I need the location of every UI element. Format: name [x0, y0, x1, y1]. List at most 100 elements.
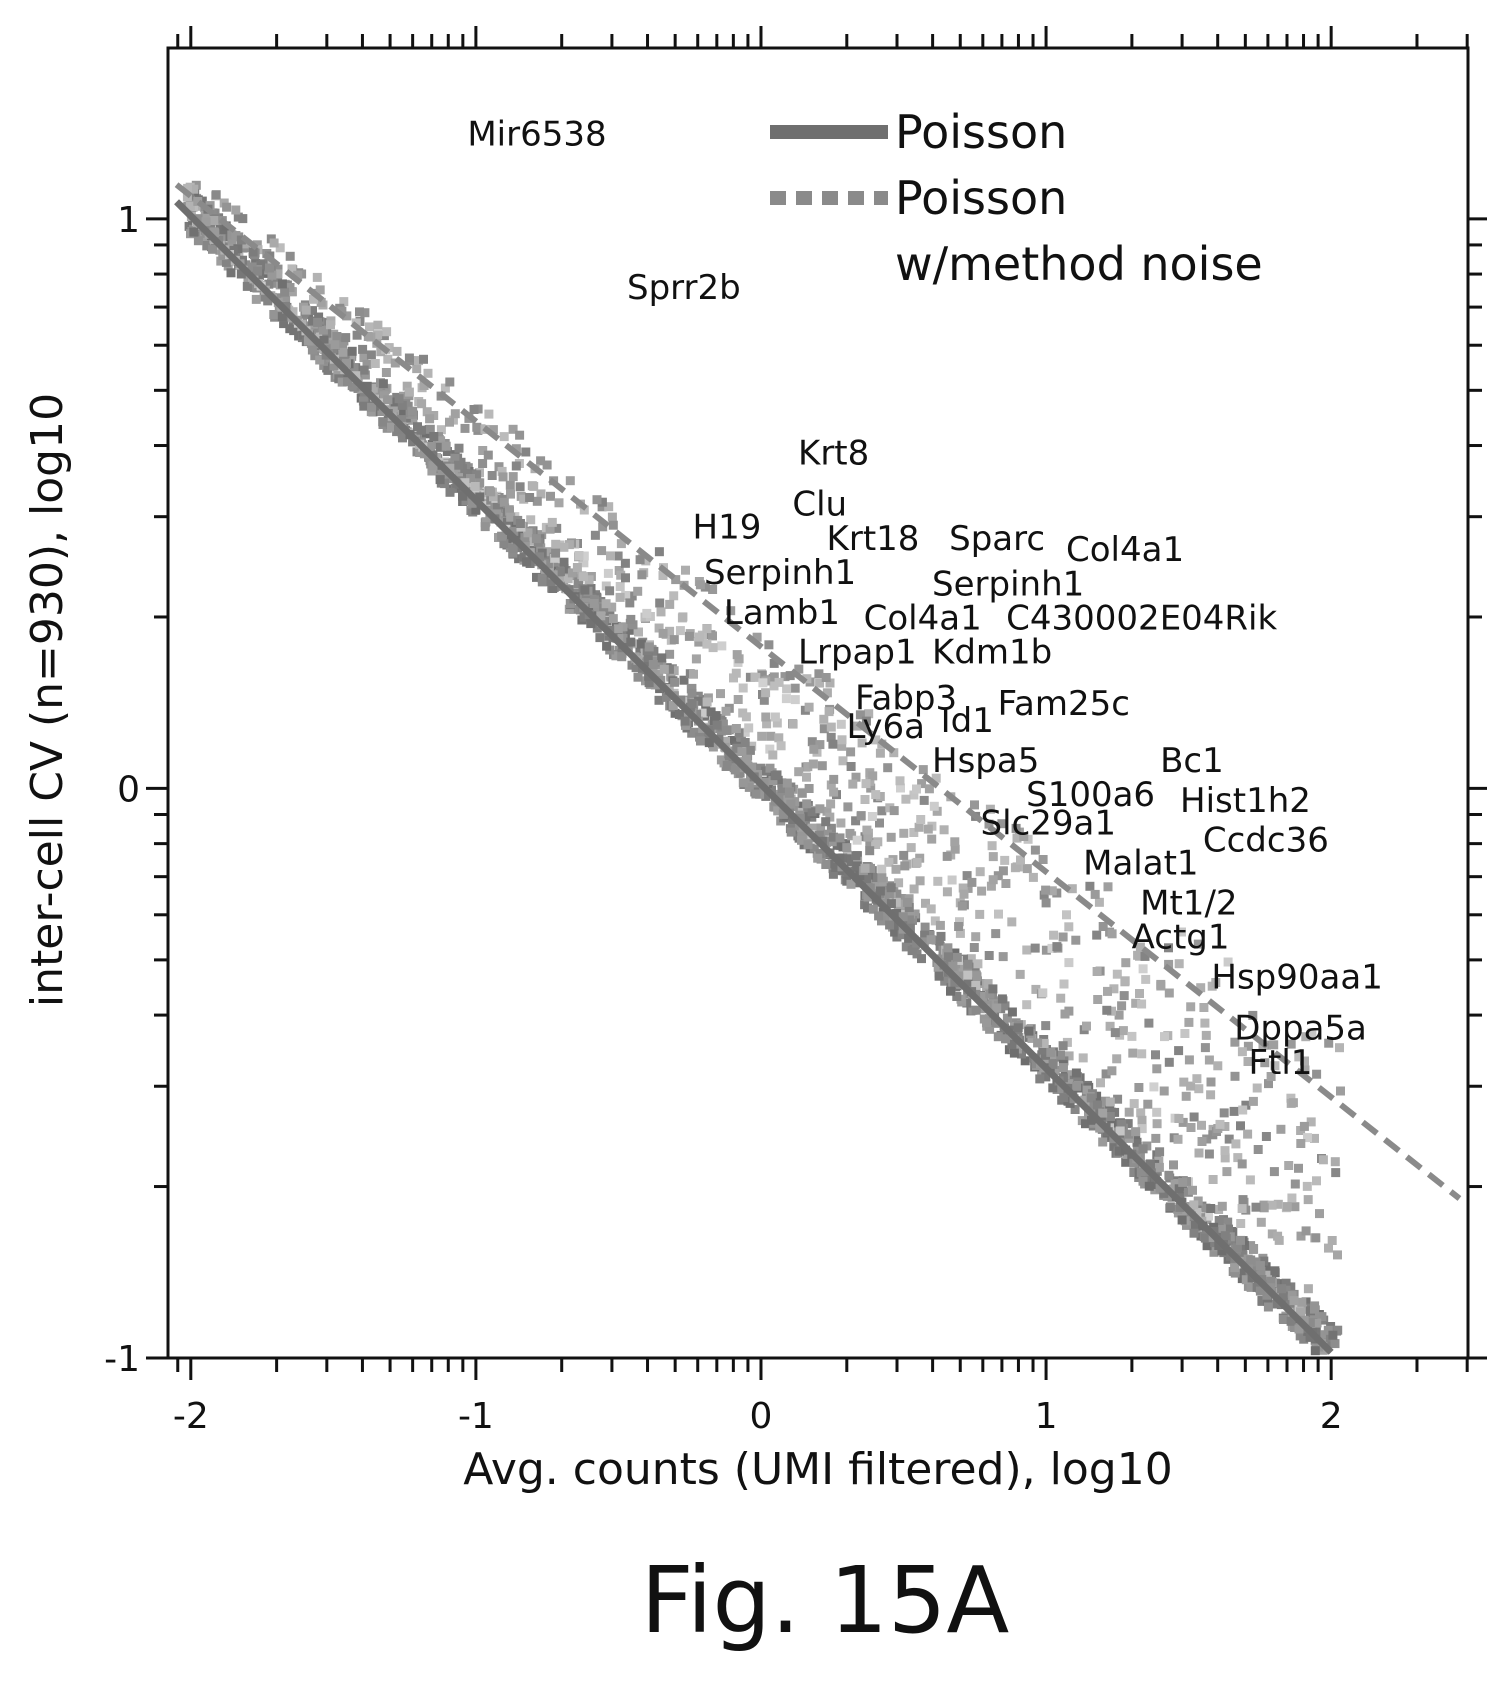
- data-point: [1305, 1332, 1315, 1342]
- data-point: [1169, 1160, 1178, 1170]
- data-point: [1164, 988, 1174, 998]
- gene-label: Sparc: [949, 519, 1045, 559]
- data-point: [1267, 1200, 1277, 1210]
- data-point: [303, 336, 313, 346]
- data-point: [804, 702, 814, 712]
- data-point: [1150, 1185, 1160, 1195]
- data-point: [927, 834, 937, 844]
- data-point: [846, 879, 856, 889]
- data-point: [183, 183, 193, 193]
- data-point: [373, 320, 383, 330]
- data-point: [644, 642, 654, 652]
- data-point: [828, 869, 838, 879]
- plot-border: [166, 46, 1470, 1360]
- data-point: [776, 792, 786, 802]
- data-point: [884, 857, 894, 867]
- data-point: [1128, 1048, 1138, 1058]
- data-point: [1312, 1176, 1321, 1186]
- data-point: [598, 522, 608, 532]
- data-point: [794, 767, 804, 777]
- data-point: [932, 806, 942, 816]
- data-point: [943, 951, 953, 961]
- data-point: [1033, 1038, 1043, 1048]
- data-point: [616, 570, 626, 580]
- data-point: [597, 502, 607, 512]
- data-point: [890, 927, 900, 937]
- data-point: [607, 512, 617, 522]
- data-point: [829, 832, 838, 842]
- data-point: [450, 409, 460, 419]
- data-point: [592, 495, 602, 505]
- data-point: [774, 677, 784, 687]
- data-point: [445, 463, 455, 473]
- data-point: [1214, 1216, 1224, 1225]
- data-point: [998, 952, 1008, 962]
- data-point: [654, 623, 664, 633]
- data-point: [277, 279, 287, 289]
- data-point: [1294, 1324, 1304, 1334]
- data-point: [574, 551, 584, 560]
- data-point: [1266, 1072, 1276, 1081]
- data-point: [274, 293, 283, 303]
- data-point: [1109, 1125, 1119, 1135]
- data-point: [1266, 1276, 1276, 1286]
- data-point: [1201, 1203, 1211, 1213]
- data-point: [1299, 1315, 1309, 1325]
- data-point: [654, 547, 664, 557]
- data-point: [478, 446, 488, 455]
- data-point: [689, 727, 699, 737]
- data-point: [935, 920, 945, 930]
- data-point: [853, 856, 863, 866]
- data-point: [694, 696, 704, 706]
- x-tick-label: 0: [750, 1396, 773, 1437]
- data-point: [891, 864, 901, 874]
- data-point: [939, 825, 949, 835]
- data-point: [360, 308, 370, 318]
- data-point: [904, 903, 914, 912]
- poisson-line: [174, 199, 1334, 1355]
- data-point: [861, 716, 871, 726]
- data-point: [917, 954, 926, 964]
- data-point: [1307, 1028, 1317, 1038]
- data-point: [991, 929, 1001, 939]
- data-point: [955, 917, 964, 927]
- data-point: [1047, 943, 1057, 953]
- data-point: [680, 716, 690, 726]
- data-point: [567, 568, 577, 578]
- data-point: [770, 712, 780, 722]
- data-point: [578, 572, 588, 582]
- data-point: [809, 744, 819, 754]
- data-point: [251, 294, 261, 304]
- data-point: [608, 614, 618, 624]
- gene-label: Krt18: [827, 519, 920, 559]
- data-point: [242, 281, 252, 291]
- data-point: [1175, 1202, 1185, 1212]
- data-point: [435, 442, 445, 452]
- data-point: [776, 741, 786, 751]
- data-point: [506, 512, 516, 522]
- data-point: [572, 563, 582, 572]
- data-point: [445, 377, 455, 387]
- data-point: [466, 474, 475, 483]
- data-point: [691, 654, 701, 664]
- data-point: [366, 350, 376, 360]
- data-point: [852, 861, 862, 871]
- data-point: [1150, 1180, 1160, 1189]
- data-point: [536, 489, 546, 499]
- data-point: [1102, 1005, 1112, 1015]
- data-point: [1190, 1220, 1200, 1230]
- data-point: [1186, 1002, 1196, 1012]
- data-point: [782, 778, 792, 788]
- data-point: [445, 487, 455, 497]
- data-point: [376, 347, 386, 357]
- data-point: [358, 344, 368, 354]
- data-point: [275, 243, 285, 253]
- data-point: [1071, 1068, 1081, 1078]
- data-point: [1305, 1318, 1315, 1328]
- data-point: [1121, 958, 1131, 968]
- data-point: [481, 517, 491, 527]
- gene-label: Ly6a: [847, 707, 925, 747]
- data-point: [915, 876, 925, 886]
- data-point: [1192, 1074, 1202, 1084]
- data-point: [985, 1024, 995, 1034]
